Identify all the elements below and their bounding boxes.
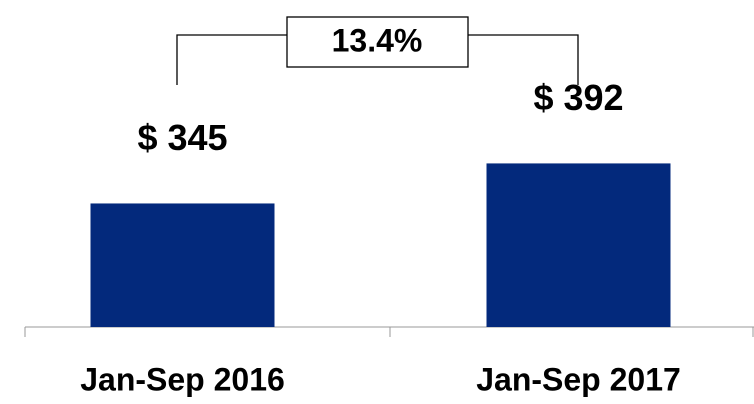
x-tick-label: Jan-Sep 2016 [80, 361, 285, 397]
value-label: $ 392 [533, 77, 623, 118]
bar [486, 163, 671, 327]
annotation: 13.4% [332, 22, 423, 58]
value-label: $ 345 [137, 117, 227, 158]
annotation-box [286, 16, 469, 68]
bracket [176, 34, 579, 85]
x-tick-label: Jan-Sep 2017 [476, 361, 681, 397]
bar [90, 203, 275, 327]
